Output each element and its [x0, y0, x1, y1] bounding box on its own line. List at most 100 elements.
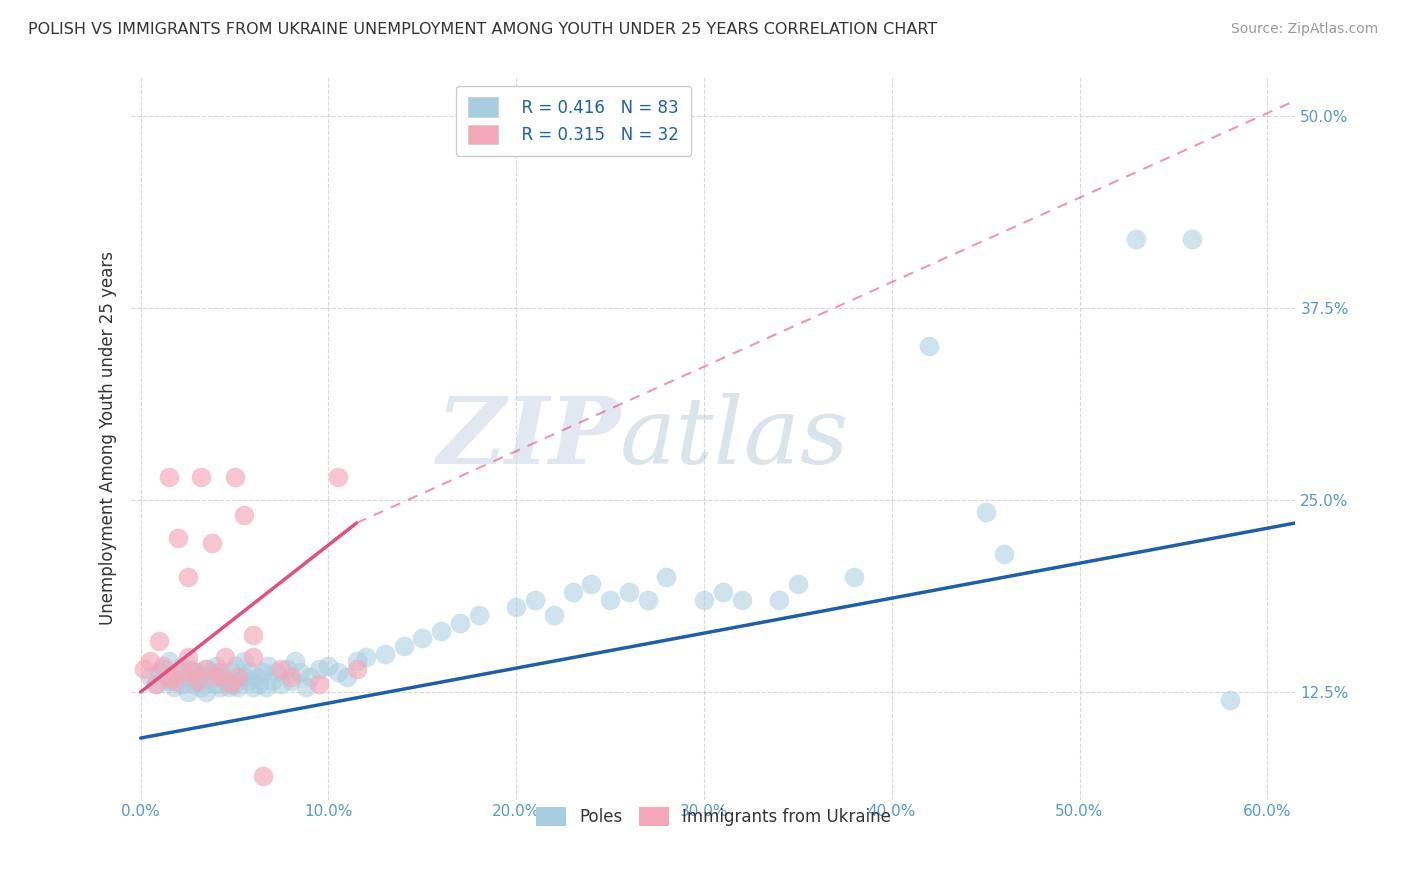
Point [252, 769, 274, 783]
Point [543, 608, 565, 623]
Point [219, 665, 242, 679]
Point [318, 658, 340, 673]
Point [247, 677, 270, 691]
Point [308, 677, 330, 691]
Point [252, 665, 274, 679]
Point [219, 677, 242, 691]
Point [232, 508, 254, 523]
Point [139, 670, 162, 684]
Point [201, 536, 224, 550]
Point [411, 631, 433, 645]
Point [246, 670, 269, 684]
Point [326, 470, 349, 484]
Point [232, 670, 254, 684]
Point [157, 654, 180, 668]
Text: ZIP: ZIP [436, 393, 620, 483]
Point [148, 665, 170, 679]
Point [505, 600, 527, 615]
Point [204, 670, 226, 684]
Point [392, 639, 415, 653]
Point [449, 615, 471, 630]
Point [181, 677, 204, 691]
Point [139, 654, 162, 668]
Point [256, 681, 278, 695]
Point [711, 585, 734, 599]
Legend: Poles, Immigrants from Ukraine: Poles, Immigrants from Ukraine [527, 798, 900, 835]
Point [270, 662, 292, 676]
Point [195, 662, 218, 676]
Point [242, 628, 264, 642]
Point [208, 665, 231, 679]
Point [170, 665, 193, 679]
Point [974, 505, 997, 519]
Point [262, 674, 284, 689]
Point [152, 662, 174, 676]
Point [226, 670, 249, 684]
Point [145, 677, 167, 691]
Point [993, 547, 1015, 561]
Point [284, 654, 307, 668]
Point [918, 339, 941, 353]
Point [186, 673, 208, 687]
Point [655, 570, 678, 584]
Text: atlas: atlas [620, 393, 849, 483]
Point [264, 665, 287, 679]
Point [354, 649, 377, 664]
Text: Source: ZipAtlas.com: Source: ZipAtlas.com [1230, 22, 1378, 37]
Point [844, 570, 866, 584]
Point [523, 592, 546, 607]
Point [214, 674, 236, 689]
Point [208, 681, 231, 695]
Point [693, 592, 716, 607]
Point [226, 681, 249, 695]
Point [326, 665, 349, 679]
Text: POLISH VS IMMIGRANTS FROM UKRAINE UNEMPLOYMENT AMONG YOUTH UNDER 25 YEARS CORREL: POLISH VS IMMIGRANTS FROM UKRAINE UNEMPL… [28, 22, 938, 37]
Point [195, 662, 218, 676]
Point [170, 658, 193, 673]
Point [276, 662, 298, 676]
Point [190, 681, 212, 695]
Point [163, 681, 186, 695]
Point [599, 592, 621, 607]
Point [242, 681, 264, 695]
Point [148, 634, 170, 648]
Point [157, 674, 180, 689]
Point [617, 585, 640, 599]
Point [157, 470, 180, 484]
Point [280, 670, 302, 684]
Point [176, 649, 198, 664]
Point [637, 592, 659, 607]
Point [280, 674, 302, 689]
Point [730, 592, 752, 607]
Point [204, 677, 226, 691]
Point [295, 681, 318, 695]
Point [298, 670, 321, 684]
Point [157, 670, 180, 684]
Point [561, 585, 583, 599]
Point [145, 677, 167, 691]
Point [218, 681, 240, 695]
Point [176, 685, 198, 699]
Point [346, 662, 368, 676]
Point [336, 670, 359, 684]
Point [224, 658, 246, 673]
Point [768, 592, 790, 607]
Point [186, 665, 208, 679]
Point [209, 670, 232, 684]
Point [163, 674, 186, 689]
Point [195, 685, 218, 699]
Point [167, 532, 190, 546]
Point [242, 649, 264, 664]
Point [1181, 232, 1204, 246]
Point [224, 677, 246, 691]
Point [346, 654, 368, 668]
Point [270, 677, 292, 691]
Point [257, 658, 280, 673]
Point [170, 677, 193, 691]
Point [786, 577, 808, 591]
Point [152, 658, 174, 673]
Point [190, 470, 212, 484]
Point [214, 649, 236, 664]
Point [224, 470, 246, 484]
Point [186, 674, 208, 689]
